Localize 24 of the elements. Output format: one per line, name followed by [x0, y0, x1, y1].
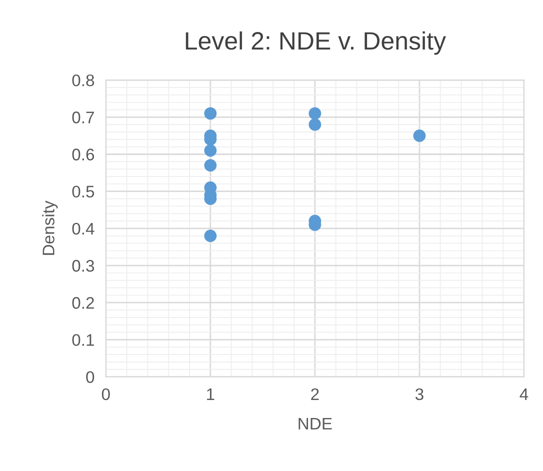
point: [204, 144, 217, 157]
point: [413, 129, 426, 142]
chart-title: Level 2: NDE v. Density: [186, 31, 446, 55]
point: [308, 107, 322, 120]
point: [204, 107, 217, 120]
x-tick-label: 3: [415, 388, 424, 400]
y-tick-label: 0.1: [72, 334, 94, 346]
y-tick-label: 0.4: [72, 222, 94, 235]
x-tick-label: 2: [311, 388, 319, 400]
y-tick-label: 0.5: [72, 186, 94, 198]
y-tick-label: 0: [86, 371, 94, 384]
point: [204, 159, 217, 172]
y-tick-label: 0.6: [72, 148, 94, 160]
y-tick-label: 0.7: [72, 112, 94, 124]
point: [308, 118, 322, 131]
x-tick-label: 0: [102, 388, 110, 400]
y-tick-label: 0.2: [72, 297, 94, 309]
x-tick-label: 1: [207, 388, 214, 400]
x-tick-label: 4: [520, 388, 528, 400]
y-tick-label: 0.3: [72, 260, 94, 272]
x-axis-title: NDE: [298, 418, 332, 430]
point: [204, 230, 217, 242]
y-axis-title: Density: [42, 200, 58, 255]
y-tick-label: 0.8: [72, 74, 94, 86]
